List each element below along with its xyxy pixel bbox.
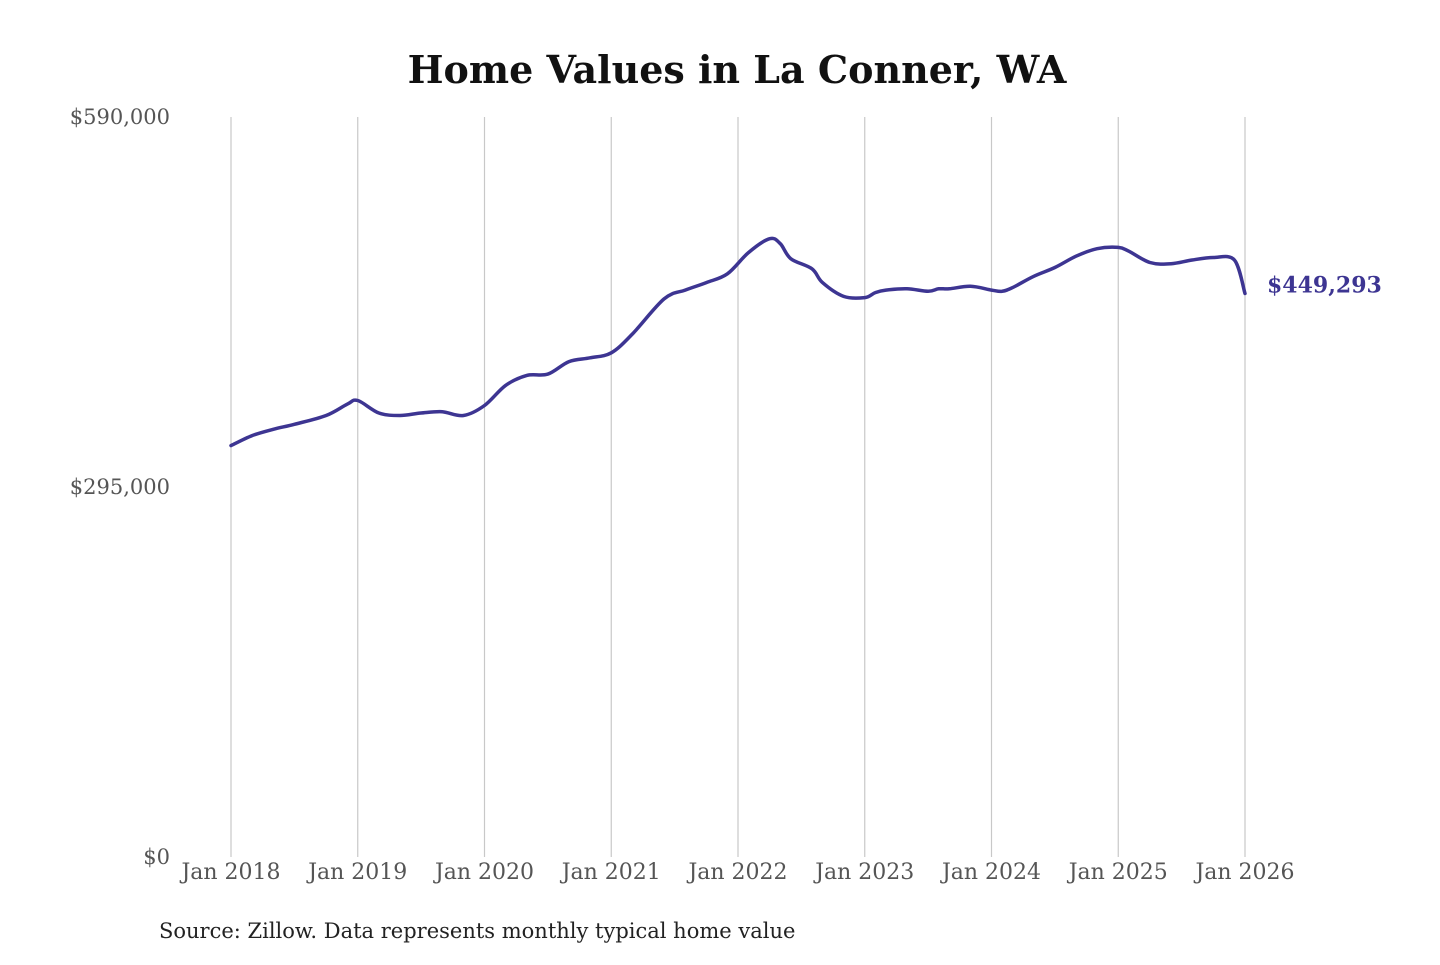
end-value-label: $449,293 <box>1267 273 1382 299</box>
x-tick-label: Jan 2018 <box>179 860 280 885</box>
x-tick-label: Jan 2025 <box>1067 860 1168 885</box>
y-tick-label: $0 <box>143 845 170 869</box>
x-tick-label: Jan 2019 <box>306 860 407 885</box>
y-tick-label: $295,000 <box>70 475 170 499</box>
home-value-line <box>229 236 1247 448</box>
x-tick-label: Jan 2023 <box>813 860 914 885</box>
chart-title: Home Values in La Conner, WA <box>408 47 1067 92</box>
x-tick-label: Jan 2020 <box>433 860 534 885</box>
grid-lines <box>230 117 1246 857</box>
x-tick-label: Jan 2024 <box>940 860 1041 885</box>
x-tick-label: Jan 2026 <box>1193 860 1294 885</box>
x-axis-ticks: Jan 2018 Jan 2019 Jan 2020 Jan 2021 Jan 2022… <box>179 860 1294 885</box>
y-axis-ticks: $0 $295,000 $590,000 <box>70 105 170 869</box>
x-tick-label: Jan 2021 <box>560 860 661 885</box>
x-tick-label: Jan 2022 <box>686 860 787 885</box>
y-tick-label: $590,000 <box>70 105 170 129</box>
source-note: Source: Zillow. Data represents monthly … <box>159 919 795 943</box>
series-layer <box>229 236 1247 448</box>
